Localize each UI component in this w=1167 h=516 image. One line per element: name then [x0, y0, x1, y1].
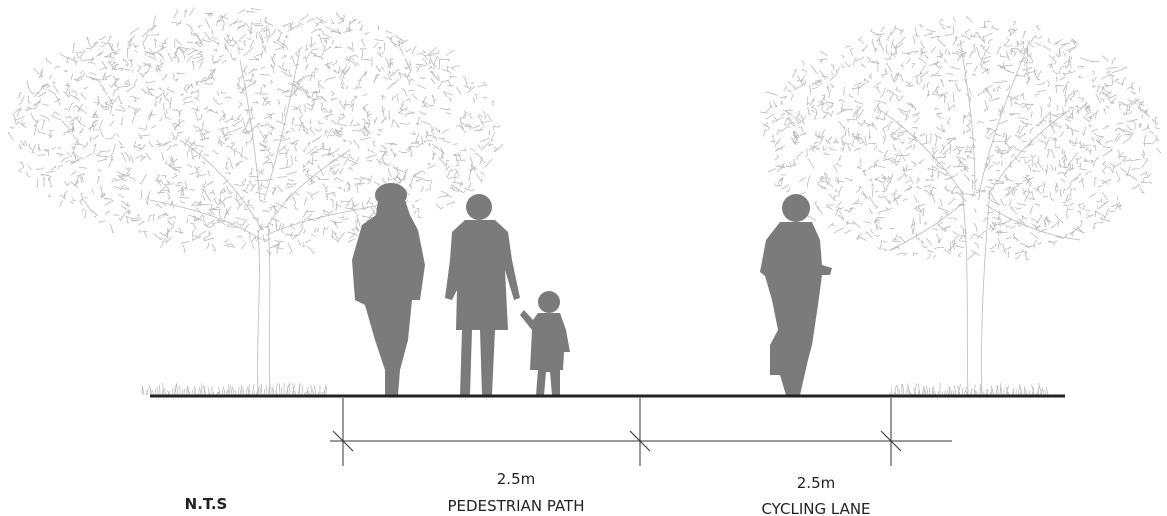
- dimension-size: 2.5m: [797, 474, 835, 492]
- people: [352, 183, 832, 395]
- tree-canopy: [759, 16, 1162, 261]
- grass: [141, 382, 1049, 396]
- cyclist: [760, 222, 832, 395]
- cyclist-head: [782, 194, 810, 222]
- trees: [8, 7, 1162, 396]
- dimension-slash: [629, 430, 651, 452]
- dimension-slash: [880, 430, 902, 452]
- person-adult: [352, 200, 425, 395]
- person-head: [466, 194, 492, 220]
- tree-canopy: [8, 7, 504, 256]
- person-adult: [445, 220, 520, 395]
- dimension-name: CYCLING LANE: [761, 500, 870, 516]
- grass-tuft: [141, 382, 327, 396]
- scale-note: N.T.S: [185, 495, 228, 513]
- dimension-name: PEDESTRIAN PATH: [448, 497, 585, 515]
- dimension-line: [330, 398, 952, 466]
- child: [520, 310, 570, 395]
- dimension-size: 2.5m: [497, 470, 535, 488]
- child-head: [538, 291, 560, 313]
- grass-tuft: [889, 382, 1049, 396]
- dimension-slash: [332, 430, 354, 452]
- person-head: [375, 183, 407, 207]
